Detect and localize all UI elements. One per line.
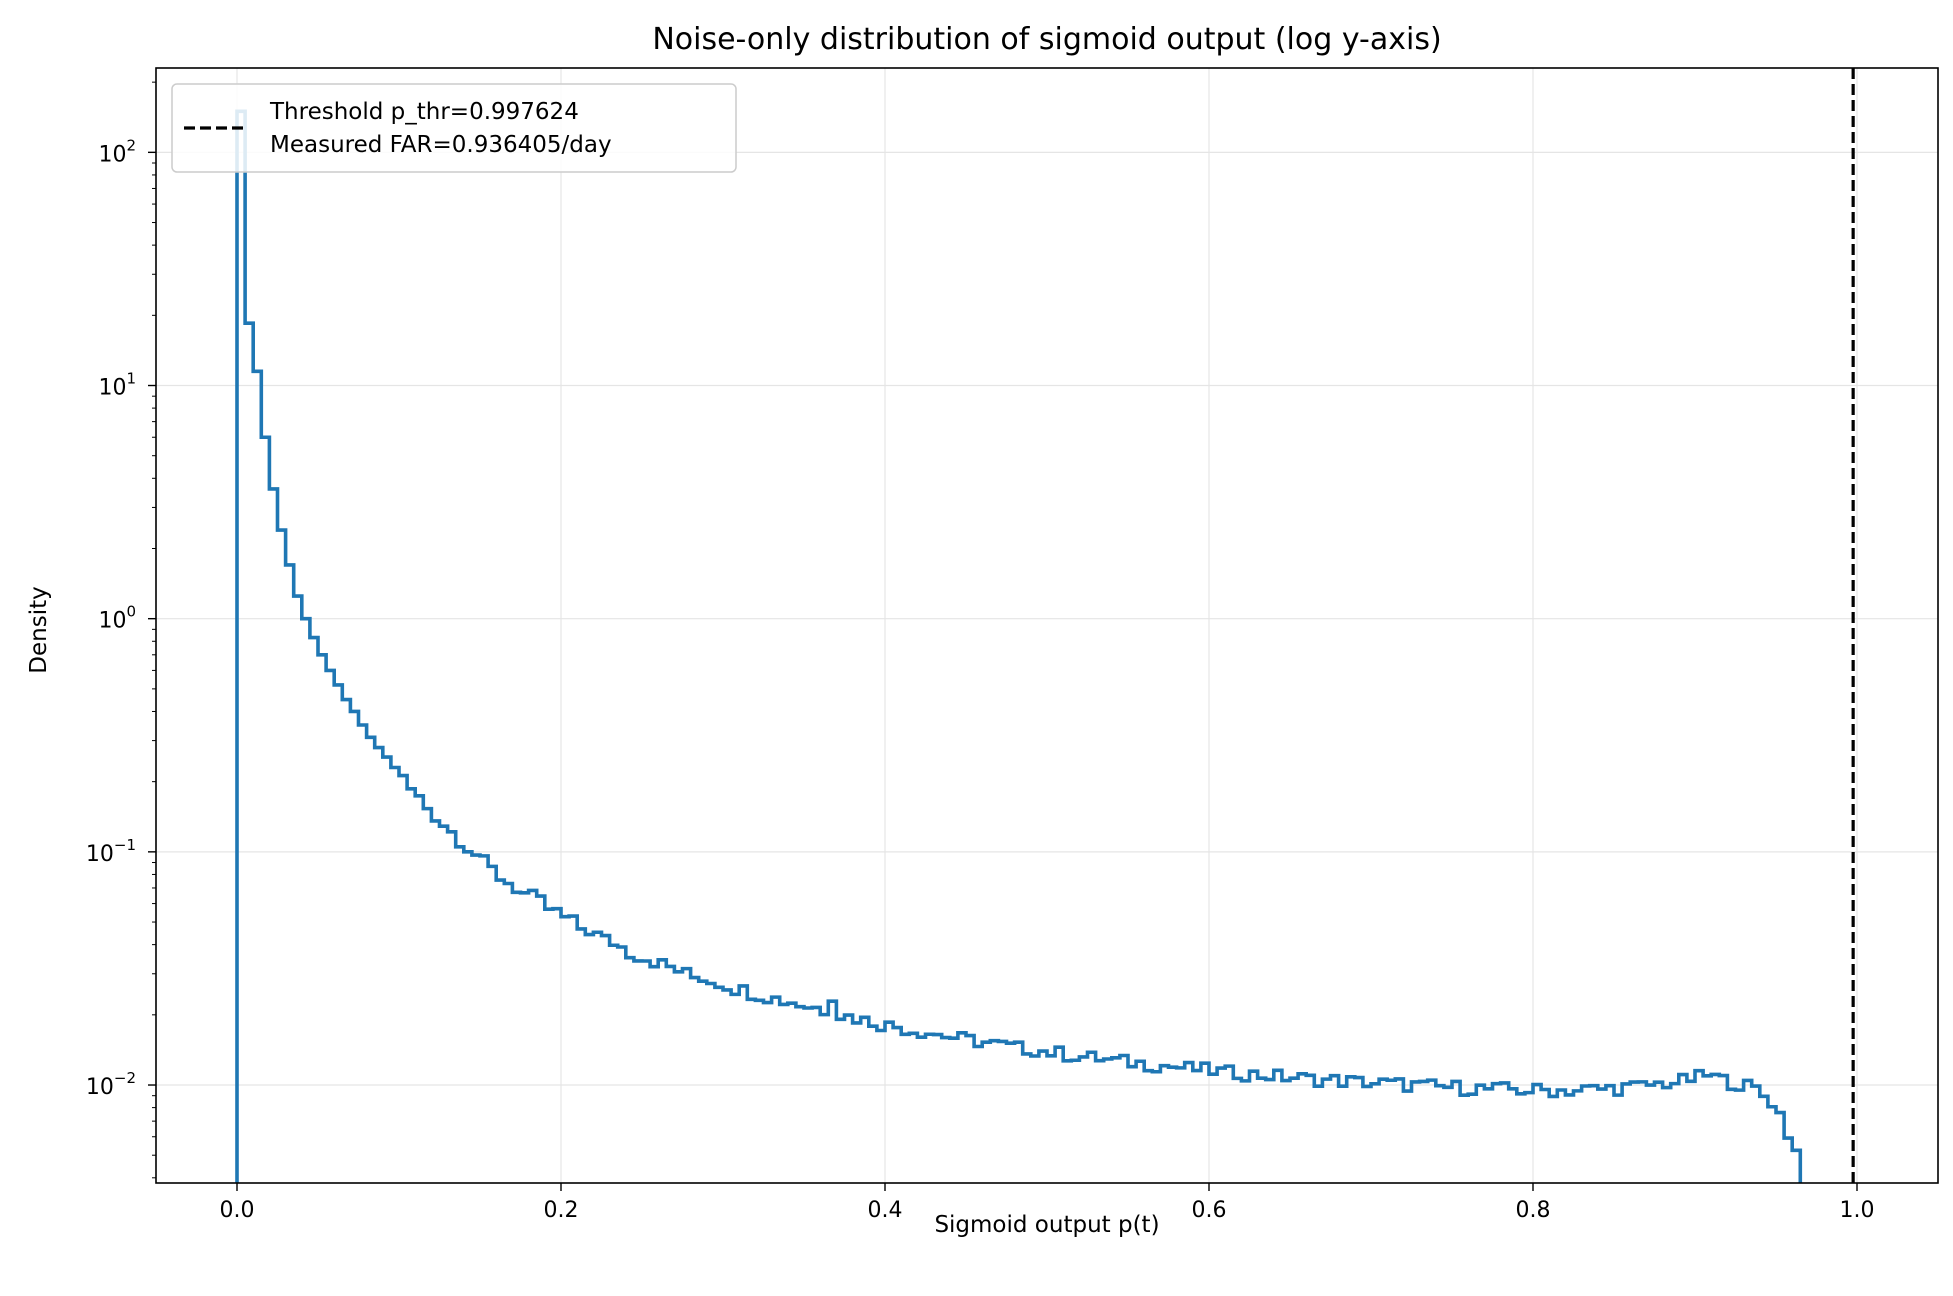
y-axis-title: Density [26,586,52,673]
chart-title: Noise-only distribution of sigmoid outpu… [652,22,1441,57]
x-tick-label: 1.0 [1840,1198,1875,1223]
x-axis-title: Sigmoid output p(t) [934,1212,1159,1238]
y-axis: 10−2 10−1 100 101 102 [86,136,156,1100]
y-tick-label: 10−1 [86,836,136,867]
y-tick-label: 101 [98,370,136,401]
legend-far-label: Measured FAR=0.936405/day [270,132,612,158]
x-axis: 0.0 0.2 0.4 0.6 0.8 1.0 [220,1183,1875,1223]
x-tick-label: 0.0 [220,1198,255,1223]
x-tick-label: 0.2 [544,1198,579,1223]
legend: Threshold p_thr=0.997624 Measured FAR=0.… [171,83,737,173]
legend-box [171,83,737,173]
y-tick-label: 10−2 [86,1069,136,1100]
histogram-series [235,109,1803,1183]
axes-frame [155,67,1939,1184]
y-tick-label: 100 [98,603,136,634]
x-tick-label: 0.8 [1516,1198,1551,1223]
x-tick-label: 0.6 [1192,1198,1227,1223]
legend-threshold-label: Threshold p_thr=0.997624 [269,99,579,125]
y-tick-label: 102 [98,136,136,167]
plot-area [235,68,1855,1183]
x-tick-label: 0.4 [868,1198,903,1223]
